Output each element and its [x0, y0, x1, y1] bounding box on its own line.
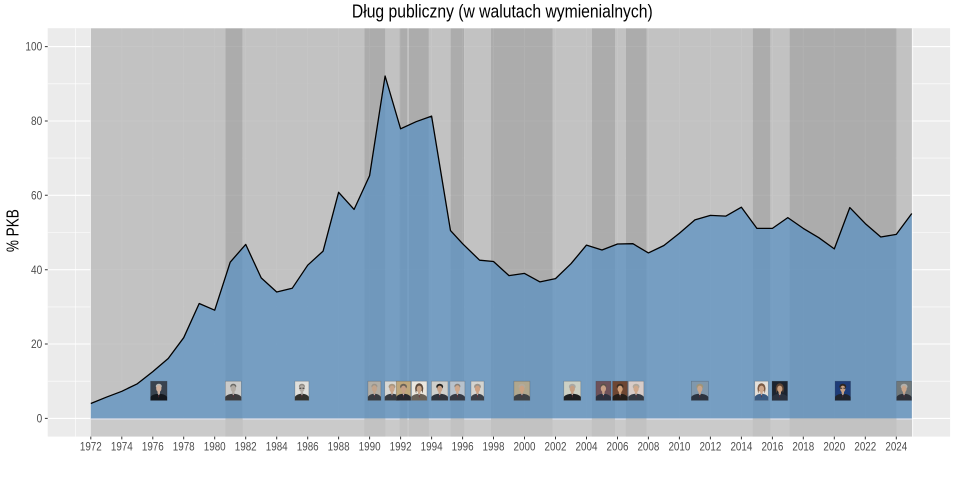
svg-text:Dług publiczny (w walutach wym: Dług publiczny (w walutach wymienialnych… [352, 0, 653, 21]
svg-text:100: 100 [25, 40, 42, 54]
svg-text:% PKB: % PKB [2, 209, 22, 252]
svg-text:60: 60 [31, 188, 43, 202]
svg-text:1992: 1992 [390, 440, 412, 454]
svg-text:2024: 2024 [885, 440, 907, 454]
svg-text:20: 20 [31, 337, 43, 351]
svg-text:2018: 2018 [792, 440, 814, 454]
svg-text:40: 40 [31, 263, 43, 277]
svg-text:2000: 2000 [514, 440, 536, 454]
svg-text:1976: 1976 [142, 440, 164, 454]
svg-text:2022: 2022 [854, 440, 876, 454]
svg-text:1974: 1974 [111, 440, 133, 454]
svg-text:2014: 2014 [730, 440, 752, 454]
svg-text:2010: 2010 [668, 440, 690, 454]
svg-text:2002: 2002 [545, 440, 567, 454]
svg-text:1980: 1980 [204, 440, 226, 454]
svg-text:1986: 1986 [297, 440, 319, 454]
svg-text:1972: 1972 [80, 440, 102, 454]
svg-text:1996: 1996 [452, 440, 474, 454]
svg-text:1998: 1998 [483, 440, 505, 454]
svg-text:2004: 2004 [576, 440, 598, 454]
svg-text:80: 80 [31, 114, 43, 128]
svg-text:1994: 1994 [421, 440, 443, 454]
svg-text:2020: 2020 [823, 440, 845, 454]
svg-text:2012: 2012 [699, 440, 721, 454]
svg-text:1978: 1978 [173, 440, 195, 454]
svg-text:2016: 2016 [761, 440, 783, 454]
svg-text:1984: 1984 [266, 440, 288, 454]
svg-text:1990: 1990 [359, 440, 381, 454]
svg-text:2006: 2006 [607, 440, 629, 454]
svg-text:1988: 1988 [328, 440, 350, 454]
svg-text:2008: 2008 [637, 440, 659, 454]
svg-text:0: 0 [37, 412, 43, 426]
svg-text:1982: 1982 [235, 440, 257, 454]
